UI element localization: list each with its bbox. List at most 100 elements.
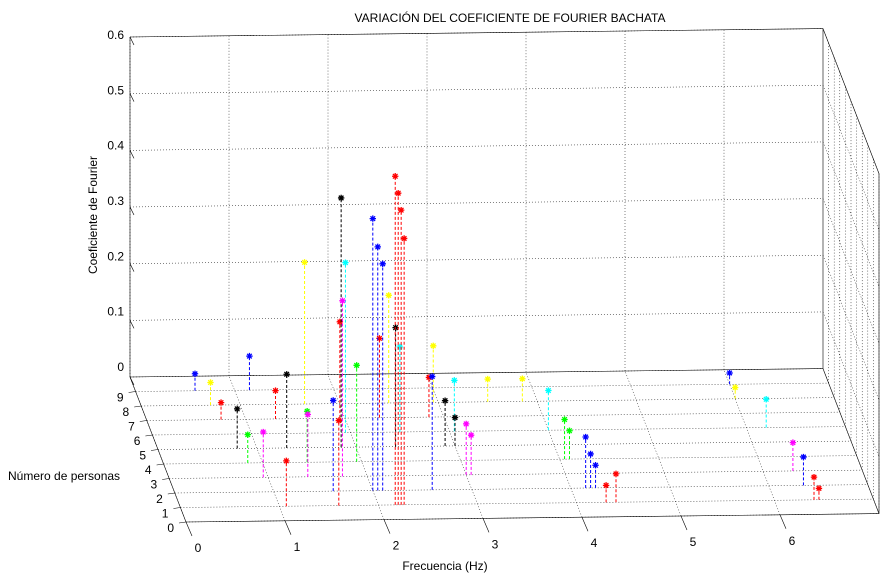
z-tick-label: 0.5 (107, 83, 124, 97)
x-tick-label: 4 (591, 536, 598, 550)
axis-frame (185, 513, 880, 523)
z-axis-label: Coeficiente de Fourier (86, 156, 100, 274)
stem-marker (726, 369, 733, 377)
stem-marker (800, 453, 807, 461)
grid-line (327, 374, 385, 520)
grid-line (822, 255, 880, 401)
stem-marker (763, 396, 770, 403)
grid-line (129, 255, 824, 264)
y-tick-label: 0 (167, 521, 174, 535)
axis-frame (129, 368, 824, 378)
stem-marker (395, 189, 402, 197)
y-tick (167, 492, 175, 495)
y-tick-label: 8 (123, 405, 130, 419)
x-tick (383, 519, 391, 534)
grid-line (822, 28, 880, 174)
stem-marker (392, 173, 399, 180)
grid-line (228, 375, 286, 521)
x-tick-label: 0 (195, 541, 202, 555)
z-tick (129, 36, 135, 46)
stem-marker (217, 399, 225, 406)
stem-marker (561, 416, 568, 423)
y-tick-label: 4 (145, 463, 152, 477)
stem-marker (246, 352, 253, 360)
stem-marker (566, 427, 573, 434)
x-tick-label: 5 (690, 535, 697, 549)
stem-marker (592, 462, 599, 469)
y-tick-label: 3 (151, 478, 158, 492)
stem-marker (587, 450, 594, 458)
x-tick-label: 6 (789, 534, 796, 548)
axis-frame (129, 28, 824, 38)
y-tick (139, 420, 147, 422)
grid-line (129, 141, 824, 151)
stem-marker (337, 194, 345, 202)
stem-marker (374, 243, 381, 251)
y-tick (156, 463, 164, 466)
z-tick-label: 0.2 (107, 249, 124, 263)
stem-marker (376, 335, 383, 342)
stem-marker (463, 420, 470, 428)
stem-marker (441, 397, 449, 404)
y-tick (173, 507, 181, 509)
stem-marker (283, 457, 290, 465)
grid-line (180, 498, 874, 508)
stem-marker (260, 428, 267, 436)
stem-marker (272, 387, 279, 394)
stem-marker (810, 473, 818, 481)
y-axis-label: Número de personas (8, 469, 120, 483)
stem-marker (519, 375, 526, 382)
y-tick-label: 5 (139, 449, 146, 463)
z-tick-label: 0.3 (107, 194, 124, 208)
stem-marker (342, 259, 349, 266)
stem-marker (330, 397, 337, 404)
grid-line (426, 373, 484, 519)
stem-marker (385, 292, 392, 299)
grid-line (169, 469, 863, 479)
stem-marker (379, 260, 386, 268)
stem-marker (612, 470, 620, 478)
grid-line (135, 382, 829, 392)
stem-marker (335, 417, 342, 424)
x-tick (284, 520, 292, 535)
grid-line (822, 85, 880, 231)
grid-line (163, 455, 857, 465)
x-axis-label: Frecuencia (Hz) (402, 559, 487, 573)
stem-marker (582, 433, 589, 441)
y-tick-label: 7 (128, 420, 135, 434)
y-tick (145, 434, 153, 437)
stem-marker (467, 431, 475, 439)
grid-line (129, 198, 824, 208)
grid-line (152, 426, 846, 436)
x-tick-label: 2 (393, 539, 400, 553)
y-tick-label: 2 (156, 492, 163, 506)
grid-line (822, 141, 880, 288)
z-tick (129, 320, 135, 329)
stem-marker (545, 387, 552, 394)
stem-marker (429, 373, 436, 380)
y-tick (162, 478, 170, 480)
y-tick (128, 391, 136, 393)
stem-marker (451, 377, 458, 384)
stem-marker (283, 371, 290, 378)
y-tick (178, 521, 187, 524)
grid-line (129, 376, 187, 523)
stem-marker (425, 374, 433, 381)
stem-marker (397, 206, 405, 214)
grid-line (146, 411, 840, 421)
x-tick (482, 518, 490, 533)
y-tick-label: 1 (162, 507, 169, 521)
z-tick (129, 206, 135, 216)
x-tick (581, 517, 589, 532)
x-tick-label: 3 (492, 537, 499, 551)
stem-marker (815, 485, 823, 492)
grid-line (129, 85, 824, 94)
stem-marker (400, 235, 408, 242)
stem-marker (191, 370, 199, 377)
grid-line (822, 368, 880, 514)
z-tick-label: 0.6 (107, 28, 124, 42)
stem-marker (451, 414, 459, 421)
stem-marker (303, 408, 311, 415)
stem-marker (602, 482, 610, 489)
